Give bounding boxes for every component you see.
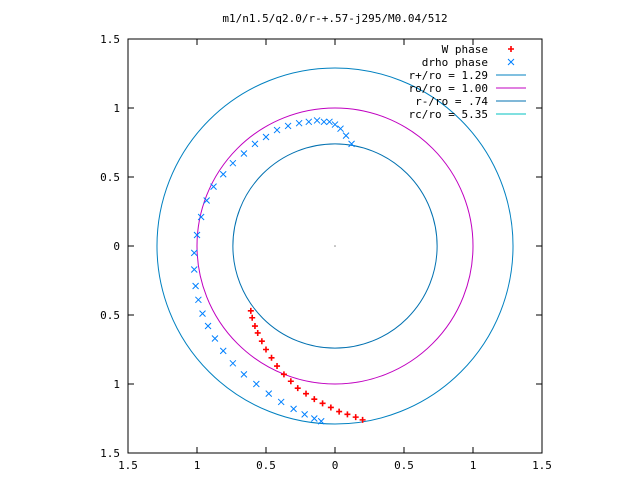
drho-phase-point <box>219 347 227 355</box>
drho-phase-point <box>252 380 260 388</box>
drho-phase-point <box>199 310 206 317</box>
w-phase-point <box>249 314 256 321</box>
x-tick-label: 1 <box>470 459 477 472</box>
w-phase-point <box>258 338 265 345</box>
radius-circle <box>196 107 474 385</box>
w-phase-point <box>254 329 261 336</box>
legend-label: W phase <box>442 43 488 56</box>
drho-phase-point <box>197 213 205 221</box>
legend-label: ro/ro = 1.00 <box>409 82 488 95</box>
legend-label: rc/ro = 5.35 <box>409 108 488 121</box>
drho-phase-point <box>210 183 217 191</box>
w-phase-point <box>303 390 310 397</box>
drho-phase-point <box>193 231 201 239</box>
w-phase-point <box>319 400 326 407</box>
drho-phase-point <box>211 335 219 342</box>
drho-phase-point <box>203 197 211 204</box>
drho-phase-point <box>320 118 328 126</box>
radius-circle <box>232 143 438 349</box>
w-phase-point <box>327 404 334 411</box>
drho-phase-point <box>229 359 237 367</box>
drho-phase-point <box>277 398 285 406</box>
drho-phase-point <box>313 117 321 124</box>
drho-phase-point <box>317 417 325 425</box>
axes-ticks: 1.5 1 0.5 0 0.5 1 1.51.510.500.511.5 <box>100 33 552 472</box>
y-tick-label: 0.5 <box>100 171 120 184</box>
x-tick-label: 1.5 <box>118 459 138 472</box>
drho-phase-point <box>290 405 297 413</box>
w-phase-point <box>247 307 254 314</box>
legend-label: drho phase <box>422 56 488 69</box>
y-tick-label: 1 <box>113 378 120 391</box>
chart-title: m1/n1.5/q2.0/r-+.57-j295/M0.04/512 <box>222 12 447 25</box>
x-tick-label: 0.5 <box>394 459 414 472</box>
y-tick-label: 1.5 <box>100 447 120 460</box>
radius-circle <box>156 67 514 425</box>
data-series <box>190 117 366 425</box>
w-phase-point <box>280 371 287 378</box>
y-tick-label: 0.5 <box>100 309 120 322</box>
radius-circles <box>156 67 514 425</box>
drho-phase-point <box>192 282 199 290</box>
w-phase-point <box>251 323 258 330</box>
w-phase-point <box>294 385 301 392</box>
drho-phase-point <box>342 132 350 139</box>
w-phase-point <box>352 414 359 421</box>
y-tick-label: 1 <box>113 102 120 115</box>
w-phase-point <box>287 378 294 385</box>
w-phase-point <box>274 363 281 370</box>
drho-phase-point <box>305 118 313 126</box>
drho-phase-point <box>507 58 515 66</box>
w-phase-point <box>508 46 514 52</box>
drho-phase-point <box>284 122 292 130</box>
w-phase-point <box>311 396 318 403</box>
w-phase-point <box>336 408 343 415</box>
drho-phase-point <box>229 159 237 167</box>
legend-label: r+/ro = 1.29 <box>409 69 488 82</box>
x-tick-label: 1 <box>194 459 201 472</box>
w-phase-point <box>359 416 366 423</box>
drho-phase-point <box>240 370 248 378</box>
drho-phase-point <box>204 322 212 330</box>
drho-phase-point <box>310 415 318 422</box>
y-tick-label: 0 <box>113 240 120 253</box>
drho-phase-point <box>195 296 202 304</box>
drho-phase-point <box>331 121 339 128</box>
w-phase-point <box>344 411 351 418</box>
x-tick-label: 1.5 <box>532 459 552 472</box>
drho-phase-point <box>219 170 227 178</box>
drho-phase-point <box>348 140 355 148</box>
legend-label: r-/ro = .74 <box>415 95 488 108</box>
drho-phase-point <box>337 125 344 133</box>
drho-phase-point <box>273 126 281 134</box>
drho-phase-point <box>251 140 259 148</box>
w-phase-point <box>268 354 275 361</box>
drho-phase-point <box>190 249 198 257</box>
w-phase-point <box>263 346 269 353</box>
drho-phase-point <box>265 390 273 398</box>
origin-dot <box>334 245 336 247</box>
y-tick-label: 1.5 <box>100 33 120 46</box>
drho-phase-point <box>190 266 198 273</box>
drho-phase-point <box>326 118 333 126</box>
drho-phase-point <box>240 150 248 157</box>
drho-phase-point <box>301 411 308 418</box>
x-tick-label: 0 <box>332 459 339 472</box>
x-tick-label: 0.5 <box>256 459 276 472</box>
drho-phase-point <box>262 133 270 141</box>
drho-phase-point <box>295 119 303 127</box>
